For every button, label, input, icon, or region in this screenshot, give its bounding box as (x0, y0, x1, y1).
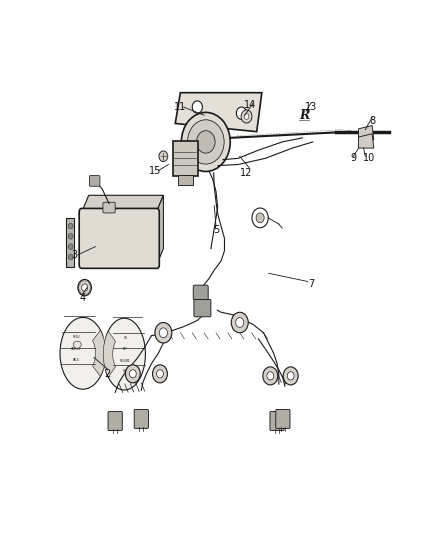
Circle shape (237, 107, 247, 119)
FancyBboxPatch shape (194, 300, 211, 317)
Circle shape (68, 254, 73, 260)
Text: 9: 9 (350, 154, 357, 163)
Circle shape (125, 365, 140, 383)
Text: R: R (299, 109, 309, 122)
Text: OFF: OFF (123, 369, 128, 373)
Polygon shape (92, 330, 106, 376)
Text: 4: 4 (80, 293, 86, 303)
Text: 5: 5 (213, 225, 219, 235)
Circle shape (263, 367, 278, 385)
Text: ON: ON (124, 336, 127, 340)
FancyBboxPatch shape (66, 218, 74, 267)
FancyBboxPatch shape (276, 409, 290, 429)
FancyBboxPatch shape (108, 411, 122, 431)
Polygon shape (175, 93, 262, 132)
Text: SET: SET (123, 348, 128, 351)
Circle shape (283, 367, 298, 385)
FancyBboxPatch shape (178, 175, 193, 185)
FancyBboxPatch shape (103, 202, 115, 213)
Text: 13: 13 (305, 102, 317, 112)
FancyBboxPatch shape (89, 175, 100, 186)
Circle shape (244, 114, 249, 119)
Circle shape (68, 223, 73, 229)
Circle shape (197, 131, 215, 153)
Circle shape (130, 370, 136, 378)
FancyBboxPatch shape (173, 141, 198, 176)
Text: MENU: MENU (72, 335, 80, 340)
Text: 15: 15 (148, 166, 161, 176)
Text: BACK: BACK (73, 358, 79, 362)
Polygon shape (82, 195, 163, 212)
FancyBboxPatch shape (193, 285, 208, 300)
Circle shape (256, 213, 264, 223)
Text: CANCEL: CANCEL (71, 346, 81, 351)
Circle shape (68, 244, 73, 249)
Circle shape (267, 372, 274, 380)
Text: 3: 3 (71, 250, 78, 260)
Polygon shape (359, 126, 374, 140)
Circle shape (155, 322, 172, 343)
FancyBboxPatch shape (270, 411, 284, 431)
Text: 7: 7 (308, 279, 314, 288)
Circle shape (78, 279, 92, 296)
Circle shape (159, 328, 167, 338)
Text: 14: 14 (244, 100, 256, 110)
Circle shape (81, 284, 88, 292)
Text: RESUME: RESUME (120, 359, 131, 363)
FancyBboxPatch shape (79, 208, 159, 268)
Circle shape (157, 370, 163, 378)
Circle shape (241, 110, 252, 123)
Polygon shape (60, 317, 103, 389)
Circle shape (236, 318, 244, 327)
Polygon shape (156, 195, 163, 265)
Circle shape (287, 372, 294, 380)
Polygon shape (103, 331, 116, 377)
Circle shape (159, 151, 168, 161)
Text: 11: 11 (174, 102, 187, 112)
FancyBboxPatch shape (134, 409, 148, 429)
Circle shape (192, 101, 202, 113)
Polygon shape (106, 318, 145, 390)
Text: 10: 10 (363, 154, 375, 163)
Text: 12: 12 (240, 168, 253, 177)
Circle shape (68, 233, 73, 239)
Text: 2: 2 (104, 369, 110, 379)
Circle shape (187, 120, 224, 164)
Circle shape (152, 365, 167, 383)
Polygon shape (359, 134, 374, 148)
Text: 8: 8 (369, 116, 375, 126)
Circle shape (252, 208, 268, 228)
Ellipse shape (73, 341, 81, 348)
Circle shape (231, 312, 248, 333)
Circle shape (181, 112, 230, 172)
